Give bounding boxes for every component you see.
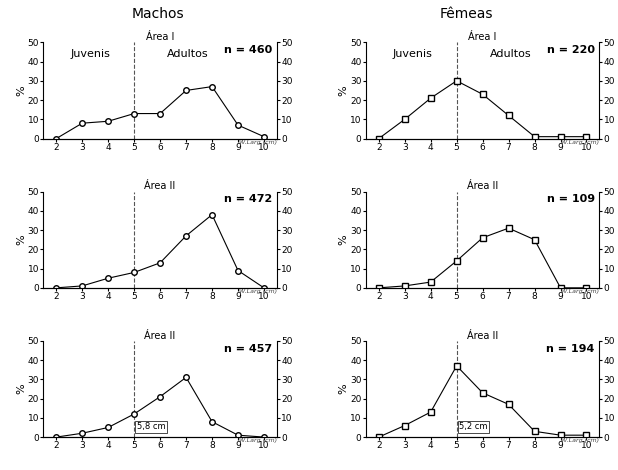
Text: n = 460: n = 460 (224, 45, 273, 55)
Title: Área II: Área II (145, 331, 176, 341)
Text: Juvenis: Juvenis (70, 49, 110, 59)
Text: W.Larg (cm): W.Larg (cm) (561, 289, 599, 294)
Text: W.Larg (cm): W.Larg (cm) (561, 438, 599, 443)
Text: W.Larg (cm): W.Larg (cm) (239, 289, 277, 294)
Y-axis label: %: % (16, 384, 26, 394)
Text: n = 194: n = 194 (546, 344, 595, 354)
Text: n = 472: n = 472 (224, 195, 273, 204)
Text: n = 220: n = 220 (547, 45, 595, 55)
Title: Área I: Área I (146, 32, 174, 42)
Title: Área II: Área II (467, 331, 498, 341)
Text: Fêmeas: Fêmeas (440, 7, 493, 21)
Text: 5,8 cm: 5,8 cm (137, 423, 166, 431)
Text: 5,2 cm: 5,2 cm (459, 423, 488, 431)
Y-axis label: %: % (339, 235, 349, 245)
Text: Juvenis: Juvenis (392, 49, 433, 59)
Y-axis label: %: % (339, 384, 349, 394)
Text: W.Larg (cm): W.Larg (cm) (239, 140, 277, 145)
Text: W.Larg (cm): W.Larg (cm) (239, 438, 277, 443)
Text: n = 109: n = 109 (547, 195, 595, 204)
Text: n = 457: n = 457 (224, 344, 273, 354)
Title: Área II: Área II (145, 181, 176, 191)
Y-axis label: %: % (339, 85, 349, 96)
Y-axis label: %: % (16, 235, 26, 245)
Title: Área II: Área II (467, 181, 498, 191)
Text: Adultos: Adultos (490, 49, 531, 59)
Text: Machos: Machos (131, 7, 184, 21)
Y-axis label: %: % (16, 85, 26, 96)
Title: Área I: Área I (468, 32, 497, 42)
Text: Adultos: Adultos (167, 49, 209, 59)
Text: W.Larg (cm): W.Larg (cm) (561, 140, 599, 145)
